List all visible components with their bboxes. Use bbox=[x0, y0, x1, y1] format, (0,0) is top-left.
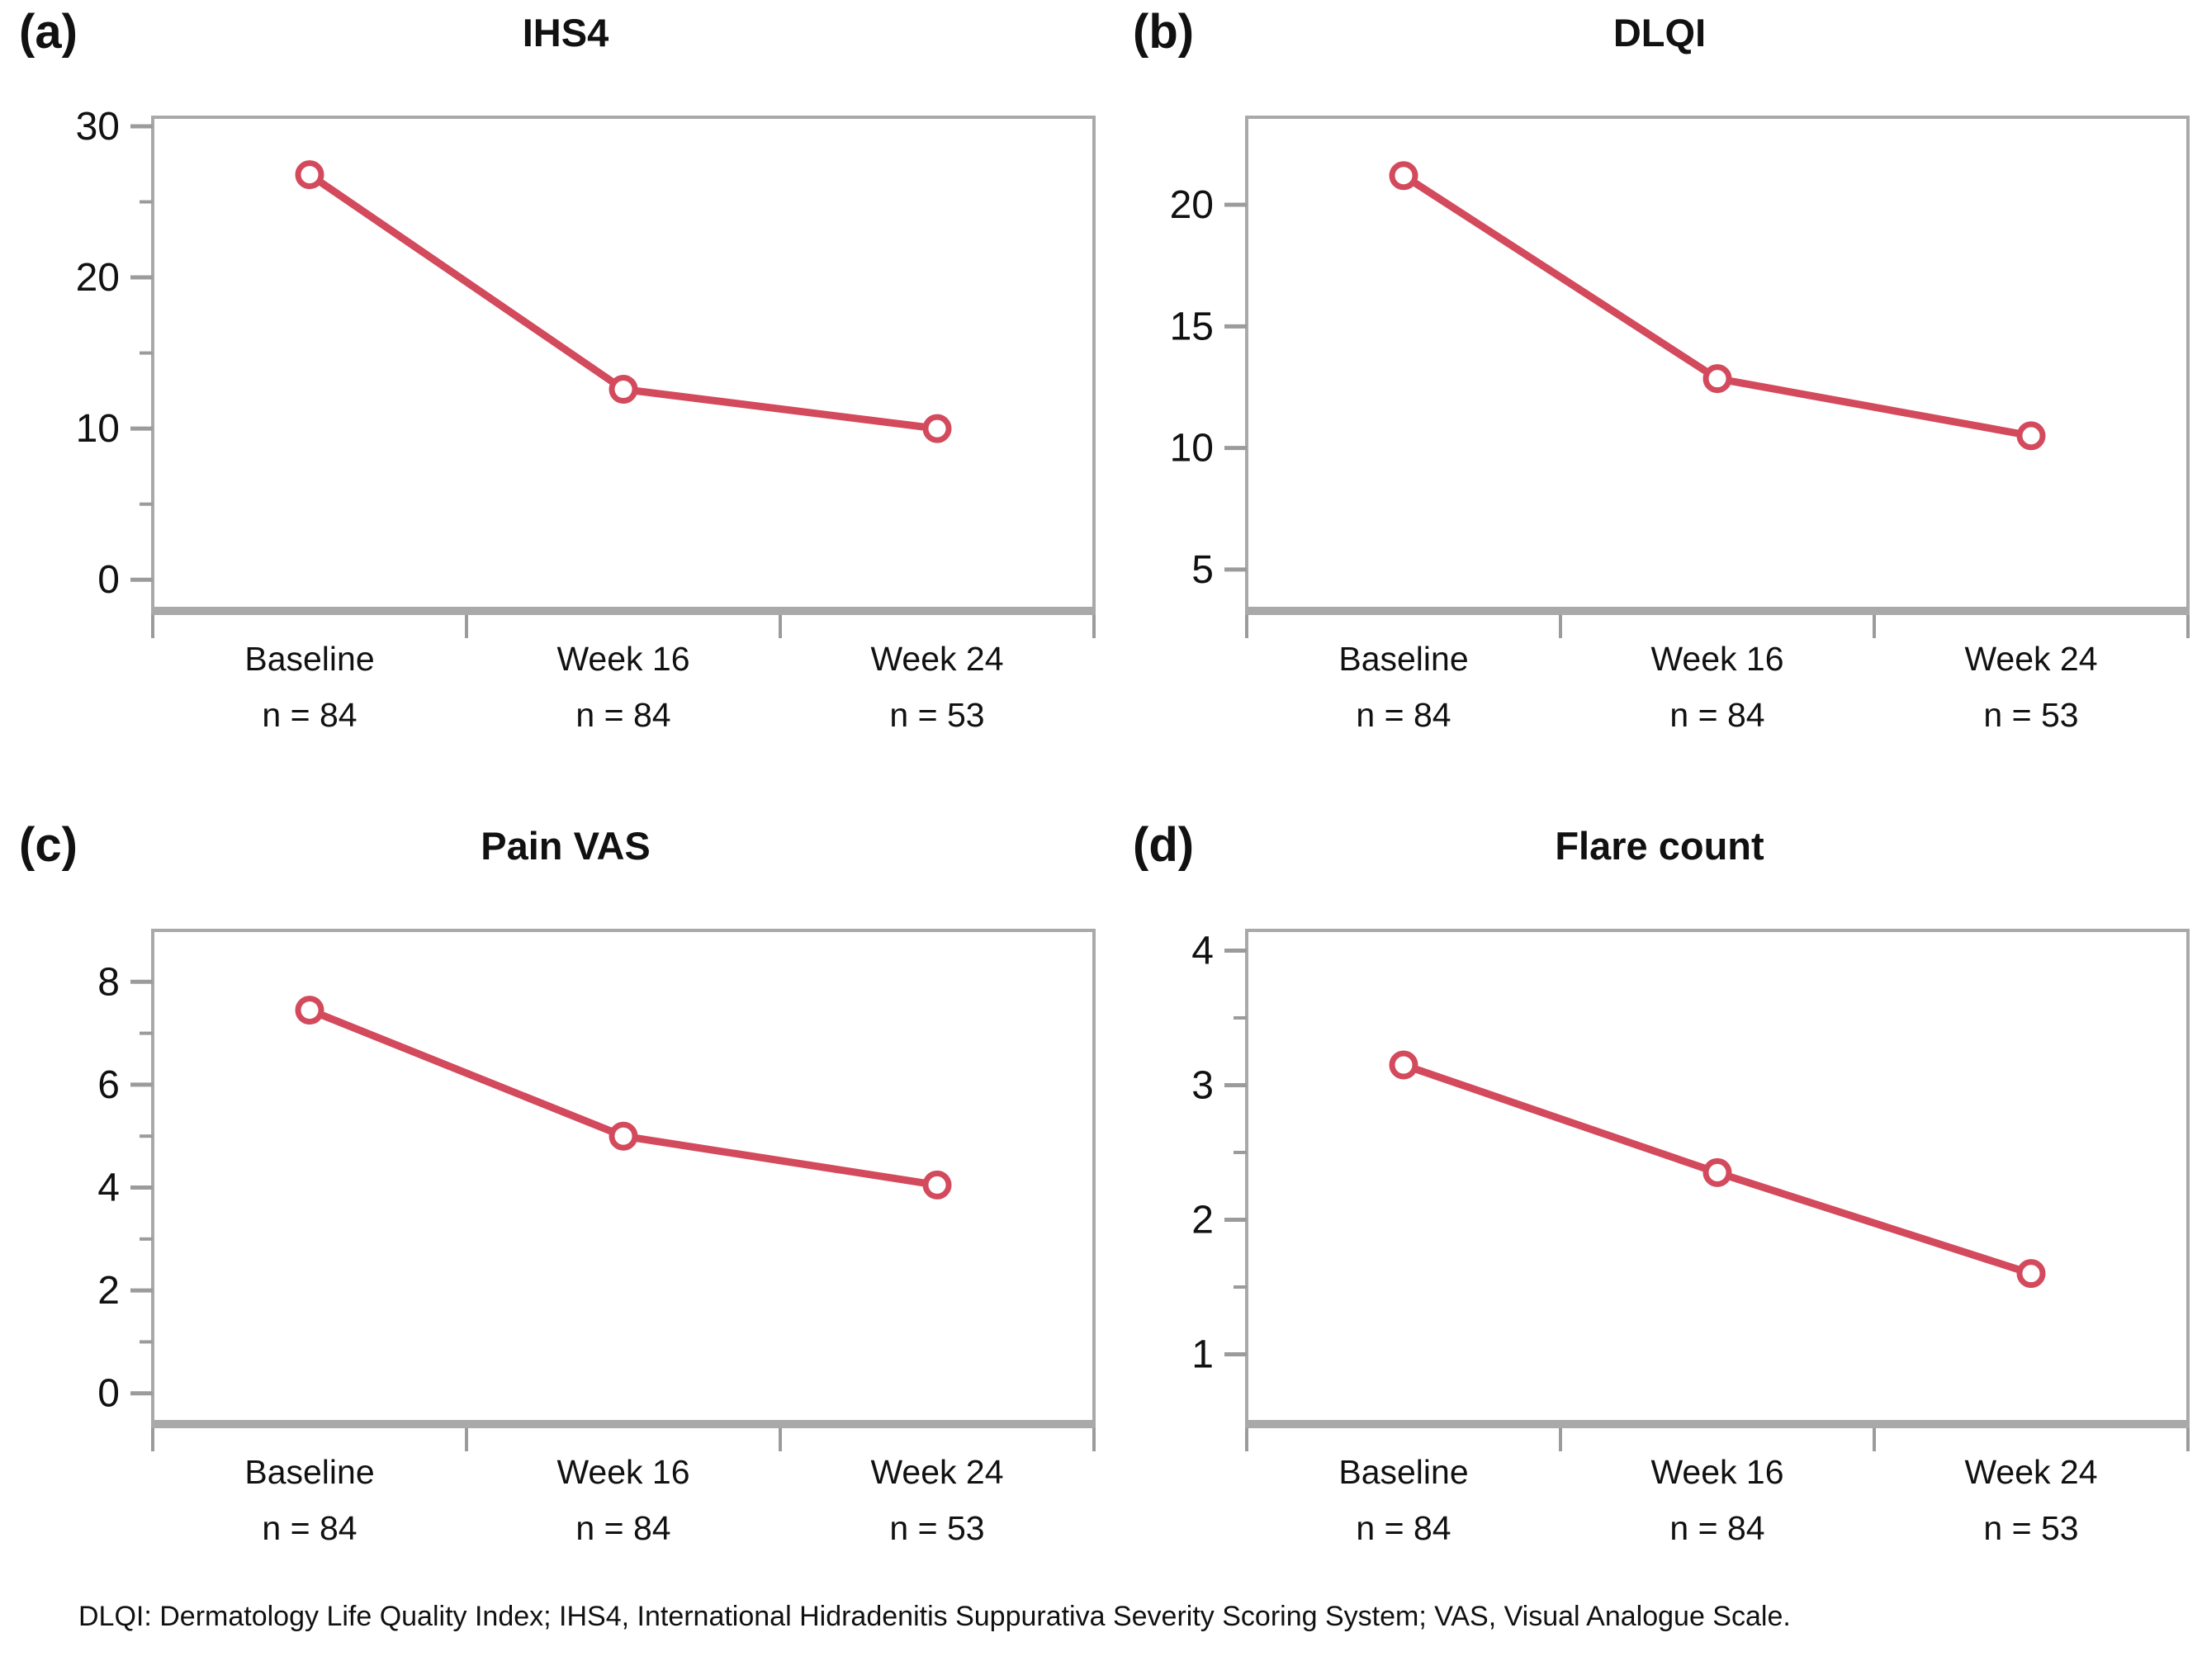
data-point-marker bbox=[295, 996, 324, 1025]
x-category-n-label: n = 84 bbox=[1669, 1509, 1764, 1547]
x-category-n-label: n = 84 bbox=[1669, 696, 1764, 734]
y-tick-label: 10 bbox=[1170, 427, 1214, 471]
panel-letter-c: (c) bbox=[19, 818, 78, 872]
data-point-marker bbox=[609, 375, 638, 405]
panel-letter-d: (d) bbox=[1133, 818, 1195, 872]
chart-title-pain-vas: Pain VAS bbox=[481, 824, 651, 868]
panel-letter-b: (b) bbox=[1133, 5, 1195, 59]
y-tick-label: 20 bbox=[1170, 183, 1214, 227]
chart-title-ihs4: IHS4 bbox=[522, 11, 609, 54]
y-tick-label: 8 bbox=[97, 960, 120, 1004]
x-category-label: Baseline bbox=[244, 640, 374, 678]
line-chart-ihs4: 0 10 20 30 Baseline n = 84 Week 16 n = 84 Week 2… bbox=[76, 105, 1096, 734]
y-tick-label: 4 bbox=[97, 1167, 120, 1210]
line-chart-dlqi: 5 10 15 20 Baseline n = 84 Week 16 n = 84 Week 2… bbox=[1170, 116, 2190, 734]
series-line bbox=[305, 1006, 941, 1189]
x-category-label: Baseline bbox=[244, 1453, 374, 1491]
panel-letter-a: (a) bbox=[19, 5, 78, 59]
y-tick-label: 3 bbox=[1191, 1063, 1214, 1107]
x-category-label: Week 16 bbox=[1650, 640, 1783, 678]
x-category-label: Week 16 bbox=[556, 1453, 689, 1491]
y-tick-label: 2 bbox=[1191, 1198, 1214, 1242]
x-category-n-label: n = 84 bbox=[262, 1509, 357, 1547]
series-line bbox=[1399, 172, 2035, 440]
data-point-marker bbox=[922, 1170, 952, 1200]
panel-pain-vas: (c) Pain VAS 0 2 4 6 8 Baseline n = 84 Week 16 n… bbox=[19, 821, 1102, 1635]
chart-title-dlqi: DLQI bbox=[1612, 11, 1707, 54]
x-category-n-label: n = 84 bbox=[575, 1509, 670, 1547]
line-chart-flare-count: 1 2 3 4 Baseline n = 84 Week 16 n = 84 Week 24 n … bbox=[1191, 929, 2190, 1547]
data-point-marker bbox=[609, 1121, 638, 1151]
y-tick-label: 0 bbox=[97, 558, 120, 602]
data-point-marker bbox=[295, 160, 324, 190]
x-category-label: Week 16 bbox=[1650, 1453, 1783, 1491]
data-point-marker bbox=[2016, 1259, 2046, 1289]
chart-title-flare-count: Flare count bbox=[1555, 824, 1764, 868]
y-tick-label: 4 bbox=[1191, 929, 1214, 973]
x-category-label: Baseline bbox=[1338, 640, 1468, 678]
x-category-label: Week 24 bbox=[1964, 1453, 2097, 1491]
y-tick-label: 2 bbox=[97, 1269, 120, 1313]
data-point-marker bbox=[1389, 1050, 1418, 1080]
x-category-label: Week 24 bbox=[870, 640, 1003, 678]
line-chart-pain-vas: 0 2 4 6 8 Baseline n = 84 Week 16 n = 84 Week 24 n… bbox=[97, 929, 1096, 1547]
abbreviations-footnote: DLQI: Dermatology Life Quality Index; IH… bbox=[78, 1601, 1791, 1632]
y-tick-label: 0 bbox=[97, 1372, 120, 1416]
x-category-label: Week 16 bbox=[556, 640, 689, 678]
y-tick-label: 5 bbox=[1191, 548, 1214, 592]
y-tick-label: 1 bbox=[1191, 1332, 1214, 1376]
data-point-marker bbox=[1702, 364, 1732, 394]
y-tick-label: 10 bbox=[76, 407, 120, 451]
y-tick-label: 30 bbox=[76, 105, 120, 149]
y-tick-label: 6 bbox=[97, 1063, 120, 1107]
plot-border bbox=[1245, 116, 2190, 610]
x-category-n-label: n = 53 bbox=[889, 1509, 984, 1547]
x-category-n-label: n = 53 bbox=[1983, 696, 2078, 734]
plot-border bbox=[151, 116, 1096, 610]
x-category-n-label: n = 53 bbox=[889, 696, 984, 734]
x-category-n-label: n = 84 bbox=[262, 696, 357, 734]
data-point-marker bbox=[1389, 161, 1418, 191]
panel-dlqi: (b) DLQI 5 10 15 20 Baseline n = 84 Week 16 n =… bbox=[1123, 8, 2196, 821]
x-category-n-label: n = 84 bbox=[1356, 696, 1451, 734]
x-category-label: Week 24 bbox=[1964, 640, 2097, 678]
data-point-marker bbox=[2016, 421, 2046, 451]
data-point-marker bbox=[1702, 1157, 1732, 1187]
panel-flare-count: (d) Flare count 1 2 3 4 Baseline n = 84 Week 1… bbox=[1123, 821, 2196, 1635]
data-point-marker bbox=[922, 414, 952, 443]
y-tick-label: 15 bbox=[1170, 305, 1214, 348]
panel-ihs4: (a) IHS4 0 10 20 30 Baseline n = 84 Week 16 n =… bbox=[19, 8, 1102, 821]
x-category-label: Baseline bbox=[1338, 1453, 1468, 1491]
x-category-n-label: n = 84 bbox=[575, 696, 670, 734]
plot-border bbox=[151, 929, 1096, 1423]
y-tick-label: 20 bbox=[76, 256, 120, 300]
x-category-label: Week 24 bbox=[870, 1453, 1003, 1491]
x-category-n-label: n = 53 bbox=[1983, 1509, 2078, 1547]
x-category-n-label: n = 84 bbox=[1356, 1509, 1451, 1547]
